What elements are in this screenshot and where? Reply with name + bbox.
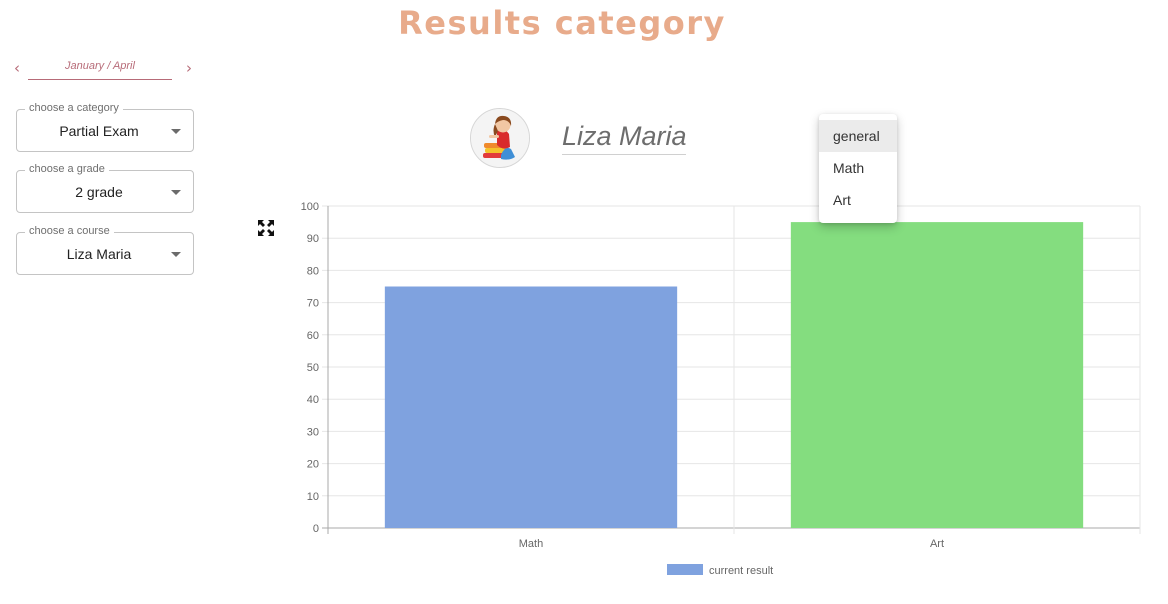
y-tick-label: 30	[307, 426, 319, 438]
chevron-left-icon[interactable]: ‹	[14, 59, 20, 77]
y-tick-label: 60	[307, 330, 319, 342]
date-range-label: January / April	[65, 60, 135, 72]
y-tick-label: 90	[307, 233, 319, 245]
bar-math	[384, 286, 678, 528]
results-bar-chart: 0 10 20 30 40 50 60 70 80 90 100 Math Art current res…	[301, 201, 1141, 577]
y-tick-label: 0	[313, 523, 319, 535]
y-tick-label: 50	[307, 362, 319, 374]
menu-item-art[interactable]: Art	[833, 192, 851, 208]
grade-select-label: choose a grade	[25, 163, 109, 175]
category-select-value: Partial Exam	[59, 123, 139, 139]
chevron-right-icon[interactable]: ›	[186, 59, 192, 77]
chevron-down-icon	[171, 252, 181, 257]
grade-select[interactable]: choose a grade 2 grade	[16, 163, 194, 213]
subject-dropdown-menu: general Math Art	[819, 114, 897, 223]
date-range-nav: ‹ January / April ›	[12, 56, 198, 82]
grade-select-value: 2 grade	[75, 184, 123, 200]
course-select-label: choose a course	[25, 225, 114, 237]
category-select-label: choose a category	[25, 102, 123, 114]
legend-swatch	[667, 564, 703, 575]
y-tick-label: 40	[307, 394, 319, 406]
y-tick-label: 20	[307, 459, 319, 471]
course-select[interactable]: choose a course Liza Maria	[16, 225, 194, 275]
child-avatar-icon	[470, 108, 530, 168]
y-tick-label: 80	[307, 265, 319, 277]
category-select[interactable]: choose a category Partial Exam	[16, 102, 194, 152]
student-name: Liza Maria	[562, 121, 687, 155]
date-range-underline	[28, 79, 172, 80]
expand-icon[interactable]	[256, 218, 276, 238]
course-select-value: Liza Maria	[66, 246, 132, 262]
menu-item-math[interactable]: Math	[833, 160, 865, 176]
page-title: Results category	[398, 4, 726, 42]
y-tick-label: 100	[301, 201, 319, 213]
x-tick-label: Math	[519, 538, 543, 550]
x-tick-label: Art	[930, 538, 944, 550]
legend-label: current result	[709, 565, 773, 577]
bar-art	[790, 222, 1084, 528]
y-tick-label: 10	[307, 491, 319, 503]
menu-item-general[interactable]: general	[819, 120, 897, 152]
chevron-down-icon	[171, 190, 181, 195]
chevron-down-icon	[171, 129, 181, 134]
y-tick-label: 70	[307, 298, 319, 310]
